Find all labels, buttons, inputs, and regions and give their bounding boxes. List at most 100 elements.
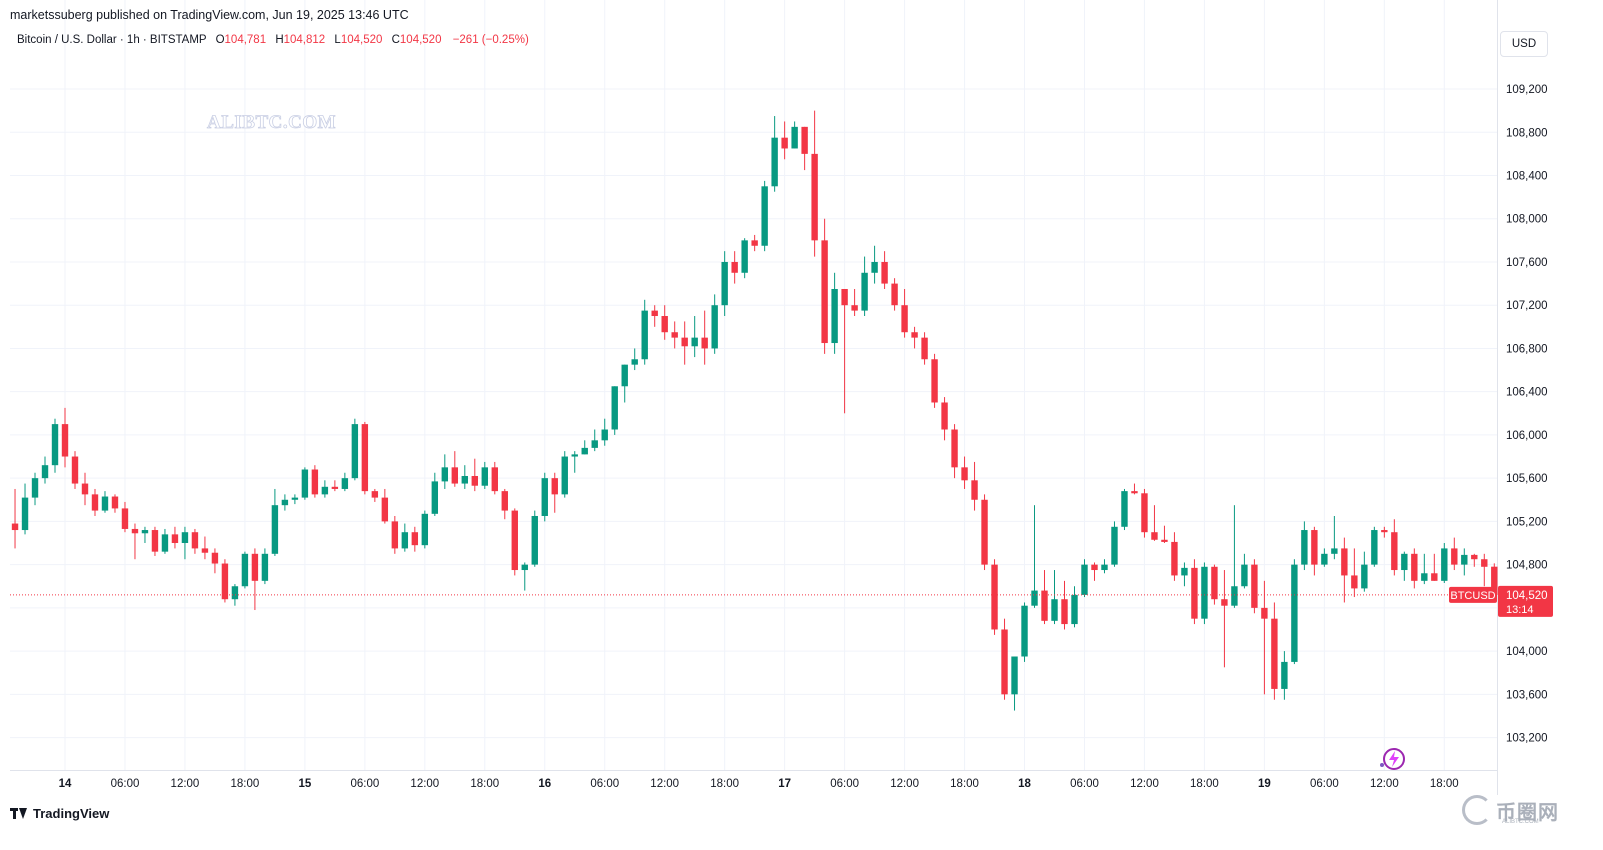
open-value: 104,781: [224, 34, 267, 46]
candle-body: [1361, 564, 1368, 589]
last-price-line: BTCUSD 104,520 13:14: [10, 585, 1553, 617]
y-tick-label: 108,800: [1506, 127, 1548, 139]
x-tick-label: 14: [59, 778, 72, 790]
candle-body: [321, 486, 329, 495]
x-tick-label: 18:00: [950, 778, 979, 790]
candle-body: [661, 316, 668, 333]
candle-body: [651, 310, 658, 317]
x-tick-label: 12:00: [171, 778, 200, 790]
y-tick-label: 106,800: [1506, 343, 1548, 355]
candle-body: [981, 499, 988, 565]
x-tick-label: 12:00: [1130, 778, 1159, 790]
x-tick-label: 18:00: [710, 778, 739, 790]
candle-body: [971, 480, 978, 500]
spark-icon[interactable]: [1378, 746, 1410, 772]
candle-body: [1061, 599, 1068, 625]
candle-body: [181, 532, 189, 544]
candle-body: [1411, 553, 1418, 581]
candle-body: [201, 548, 209, 553]
candle-body: [1471, 554, 1478, 560]
candle-body: [701, 337, 708, 349]
candle-body: [861, 272, 868, 311]
candle-body: [1251, 564, 1258, 608]
candle-body: [1271, 618, 1278, 689]
candle-body: [221, 563, 229, 600]
x-tick-label: 15: [298, 778, 311, 790]
candle-body: [821, 240, 828, 344]
candle-body: [1021, 605, 1028, 657]
alibtc-brand-url: ALIBTC.COM: [1502, 819, 1539, 825]
candle-body: [1171, 541, 1178, 576]
candle-body: [1181, 567, 1188, 576]
candle-body: [1191, 567, 1198, 619]
candlestick-series: [11, 110, 1498, 711]
change-value: −261 (−0.25%): [452, 34, 529, 46]
close-value: 104,520: [399, 34, 442, 46]
ticker-tag-label: BTCUSD: [1450, 590, 1495, 602]
candle-body: [1071, 594, 1078, 625]
candle-body: [131, 528, 139, 534]
candle-body: [1151, 532, 1158, 540]
candle-body: [1391, 532, 1398, 571]
x-tick-label: 06:00: [350, 778, 379, 790]
currency-button[interactable]: USD: [1500, 31, 1548, 57]
candle-body: [171, 534, 179, 544]
candle-body: [691, 337, 698, 347]
candle-body: [511, 510, 518, 571]
y-tick-label: 108,000: [1506, 214, 1548, 226]
y-axis: 103,200103,600104,000104,400104,800105,2…: [1506, 84, 1548, 745]
watermark: ALIBTC.COM: [207, 112, 336, 133]
candle-body: [451, 467, 459, 484]
y-tick-label: 109,200: [1506, 84, 1548, 96]
candle-body: [1401, 553, 1408, 571]
price-tag: [1498, 585, 1553, 617]
candle-body: [541, 478, 548, 516]
ticker-tag: [1449, 586, 1497, 603]
candle-body: [571, 454, 578, 457]
candle-body: [1461, 554, 1468, 565]
candle-body: [941, 402, 948, 430]
x-tick-label: 18:00: [231, 778, 260, 790]
candle-body: [501, 491, 508, 511]
candle-body: [521, 564, 528, 571]
published-info: marketssuberg published on TradingView.c…: [10, 8, 409, 22]
candle-body: [491, 467, 498, 492]
candle-body: [341, 478, 349, 489]
candle-body: [1351, 575, 1358, 589]
x-tick-label: 12:00: [410, 778, 439, 790]
tradingview-logo[interactable]: TradingView: [10, 806, 109, 821]
candle-body: [611, 386, 618, 430]
candle-body: [841, 288, 848, 306]
candle-body: [291, 497, 299, 500]
y-tick-label: 103,200: [1506, 733, 1548, 745]
candle-body: [621, 364, 628, 387]
candle-body: [721, 261, 728, 306]
x-tick-label: 17: [778, 778, 791, 790]
candle-body: [1451, 548, 1458, 565]
candle-body: [801, 126, 808, 154]
candle-body: [331, 486, 339, 489]
candle-body: [911, 332, 918, 338]
candle-body: [51, 424, 59, 466]
candle-body: [441, 467, 449, 482]
candle-body: [1321, 553, 1328, 565]
candle-body: [211, 552, 219, 564]
candle-body: [141, 530, 149, 534]
candle-body: [1491, 566, 1498, 595]
candle-body: [711, 305, 718, 349]
candle-body: [1081, 564, 1088, 595]
candle-body: [111, 496, 119, 509]
y-tick-label: 106,000: [1506, 430, 1548, 442]
symbol-description[interactable]: Bitcoin / U.S. Dollar · 1h · BITSTAMP: [17, 34, 207, 46]
x-tick-label: 19: [1258, 778, 1271, 790]
ohlc-legend: Bitcoin / U.S. Dollar · 1h · BITSTAMP O1…: [17, 34, 529, 46]
candle-body: [1051, 599, 1058, 621]
candle-body: [1041, 590, 1048, 621]
candle-body: [361, 424, 369, 492]
candle-body: [1011, 656, 1018, 695]
x-tick-label: 18:00: [1190, 778, 1219, 790]
candle-body: [1241, 564, 1248, 587]
candle-body: [301, 469, 309, 498]
candle-body: [931, 359, 938, 403]
